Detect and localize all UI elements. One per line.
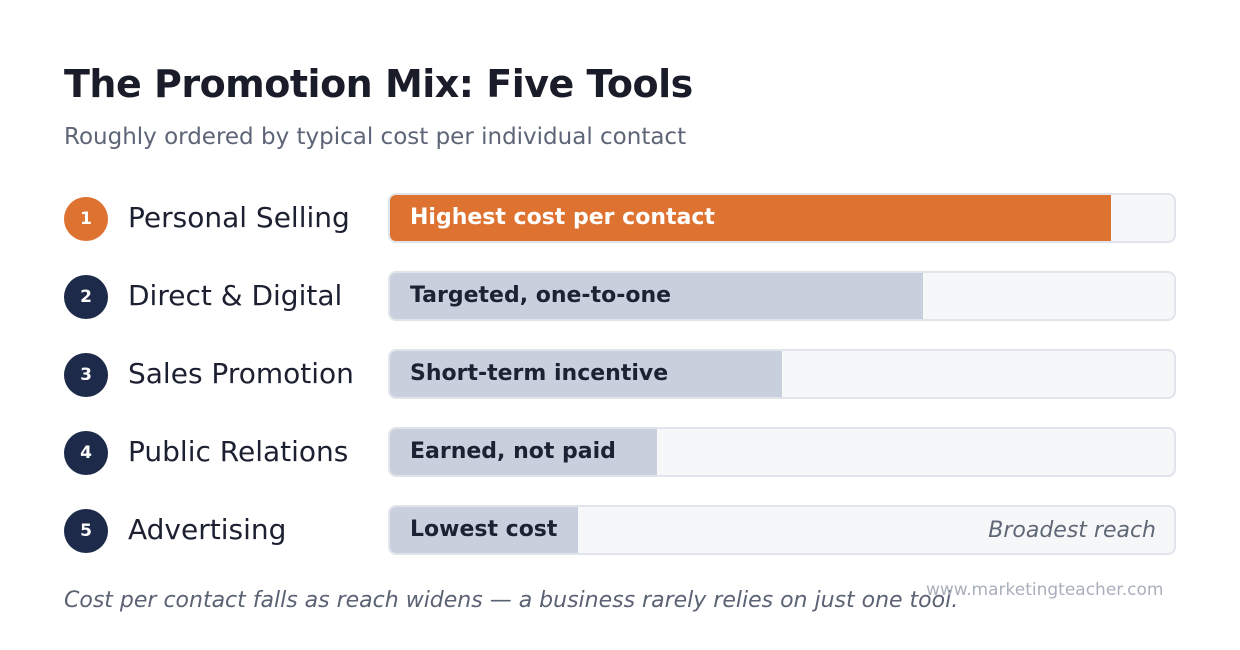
category-label: Advertising — [128, 513, 287, 546]
bar-track: Lowest cost Broadest reach — [388, 505, 1176, 555]
footnote: Cost per contact falls as reach widens —… — [64, 588, 959, 613]
category-label: Sales Promotion — [128, 357, 354, 390]
chart-row: 4 Public Relations Earned, not paid — [64, 427, 1176, 479]
page-subtitle: Roughly ordered by typical cost per indi… — [64, 124, 687, 150]
bar-track: Targeted, one-to-one — [388, 271, 1176, 321]
bar-chart: 1 Personal Selling Highest cost per contac… — [64, 193, 1176, 583]
bar — [390, 351, 782, 397]
bar — [390, 429, 657, 475]
bar-track: Earned, not paid — [388, 427, 1176, 477]
bar — [390, 195, 1111, 241]
category-label: Direct & Digital — [128, 279, 343, 312]
category-label: Public Relations — [128, 435, 349, 468]
chart-row: 2 Direct & Digital Targeted, one-to-one — [64, 271, 1176, 323]
chart-row: 1 Personal Selling Highest cost per contac… — [64, 193, 1176, 245]
rank-badge: 1 — [64, 197, 108, 241]
bar-track: Highest cost per contact — [388, 193, 1176, 243]
rank-badge: 5 — [64, 509, 108, 553]
bar — [390, 507, 578, 553]
bar-label: Targeted, one-to-one — [410, 283, 672, 308]
page-title: The Promotion Mix: Five Tools — [64, 62, 693, 106]
bar — [390, 273, 923, 319]
bar-label: Short-term incentive — [410, 361, 669, 386]
category-label: Personal Selling — [128, 201, 350, 234]
bar-annotation: Broadest reach — [988, 518, 1156, 543]
bar-label: Earned, not paid — [410, 439, 616, 464]
rank-badge: 4 — [64, 431, 108, 475]
bar-label: Lowest cost — [410, 517, 558, 542]
rank-badge: 3 — [64, 353, 108, 397]
chart-row: 3 Sales Promotion Short-term incentive — [64, 349, 1176, 401]
bar-track: Short-term incentive — [388, 349, 1176, 399]
watermark: www.marketingteacher.com — [926, 580, 1164, 600]
rank-badge: 2 — [64, 275, 108, 319]
chart-row: 5 Advertising Lowest cost Broadest reach — [64, 505, 1176, 557]
bar-label: Highest cost per contact — [410, 205, 715, 230]
